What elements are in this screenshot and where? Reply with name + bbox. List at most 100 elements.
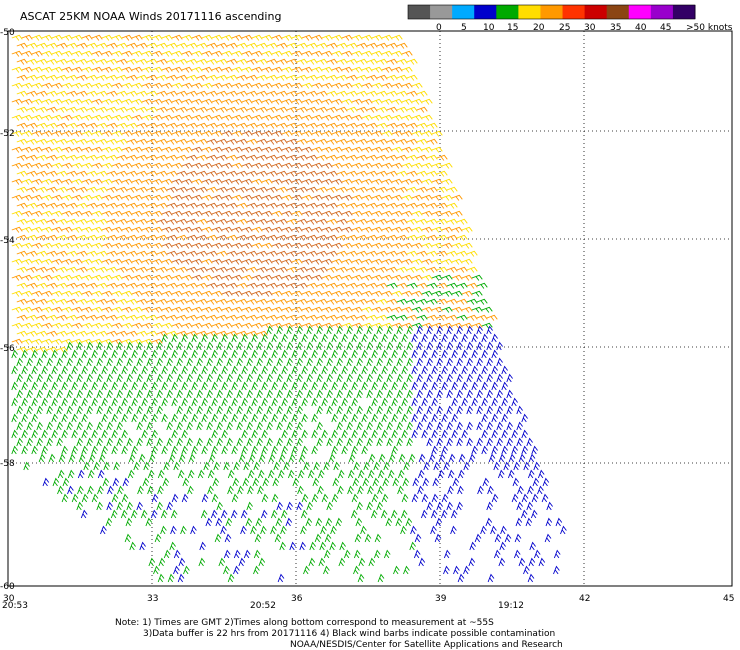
wind-barb xyxy=(201,146,213,153)
wind-barb xyxy=(141,162,153,169)
wind-barb xyxy=(491,445,498,455)
wind-barb xyxy=(401,194,413,201)
wind-barb xyxy=(122,477,130,487)
wind-barb xyxy=(146,250,158,257)
wind-barb xyxy=(261,493,269,503)
wind-barb xyxy=(201,162,213,169)
wind-barb xyxy=(91,146,103,153)
wind-barb xyxy=(186,341,193,351)
wind-barb xyxy=(396,58,408,65)
wind-barb xyxy=(376,218,388,225)
wind-barb xyxy=(21,114,33,121)
wind-barb xyxy=(346,298,358,305)
wind-barb xyxy=(116,298,128,305)
wind-barb xyxy=(226,298,238,305)
wind-barb xyxy=(487,573,495,583)
wind-barb xyxy=(476,437,483,447)
wind-barb xyxy=(86,90,98,97)
lon-label: 45 xyxy=(723,594,734,604)
wind-barb xyxy=(461,349,468,359)
wind-barb xyxy=(291,66,303,73)
wind-barb xyxy=(106,122,118,129)
wind-barb xyxy=(341,333,348,343)
wind-barb xyxy=(146,266,158,273)
wind-barb xyxy=(232,477,240,487)
wind-barb xyxy=(376,282,388,289)
wind-barb xyxy=(36,298,48,305)
wind-barb xyxy=(71,66,83,73)
wind-barb xyxy=(311,146,323,153)
wind-barb xyxy=(41,34,53,41)
wind-barb xyxy=(426,154,438,161)
wind-barb xyxy=(448,453,456,463)
wind-barb xyxy=(171,445,178,455)
wind-barb xyxy=(441,242,453,249)
wind-barb xyxy=(356,42,368,49)
wind-barb xyxy=(146,138,158,145)
wind-barb xyxy=(121,274,133,281)
wind-barb xyxy=(311,445,318,455)
wind-barb xyxy=(36,282,48,289)
wind-barb xyxy=(86,122,98,129)
wind-barb xyxy=(215,517,223,527)
wind-barb xyxy=(380,509,388,519)
wind-barb xyxy=(101,274,113,281)
wind-barb xyxy=(96,250,108,257)
wind-barb xyxy=(141,322,153,329)
wind-barb xyxy=(41,290,53,297)
wind-barb xyxy=(236,314,248,321)
wind-barb xyxy=(236,357,243,367)
wind-barb xyxy=(436,437,443,447)
wind-barb xyxy=(146,298,158,305)
wind-barb xyxy=(236,42,248,49)
wind-barb xyxy=(396,218,408,225)
wind-barb xyxy=(81,242,93,249)
wind-barb xyxy=(131,397,138,407)
wind-barb xyxy=(391,381,398,391)
wind-barb xyxy=(395,517,403,527)
wind-barb xyxy=(376,341,383,351)
wind-barb xyxy=(321,397,328,407)
wind-barb xyxy=(261,210,273,217)
wind-barb xyxy=(311,194,323,201)
wind-barb xyxy=(381,34,393,41)
wind-barb xyxy=(176,266,188,273)
wind-barb xyxy=(271,226,283,233)
wind-barb xyxy=(81,322,93,329)
wind-barb xyxy=(466,250,478,257)
wind-barb xyxy=(146,122,158,129)
wind-barb xyxy=(206,106,218,113)
wind-barb xyxy=(296,218,308,225)
wind-barb xyxy=(91,98,103,105)
wind-barb xyxy=(463,565,470,575)
wind-barb xyxy=(498,453,506,463)
wind-barb xyxy=(391,333,398,343)
wind-barb xyxy=(356,170,368,177)
wind-barb xyxy=(66,74,78,81)
wind-barb xyxy=(321,98,333,105)
wind-barb xyxy=(341,274,353,281)
wind-barb xyxy=(36,42,48,49)
wind-barb xyxy=(316,325,323,335)
wind-barb xyxy=(306,218,318,225)
wind-barb xyxy=(196,42,208,49)
wind-barb xyxy=(226,74,238,81)
wind-barb xyxy=(201,178,213,185)
wind-barb xyxy=(111,194,123,201)
wind-barb xyxy=(238,453,246,463)
wind-barb xyxy=(16,202,28,209)
wind-barb xyxy=(443,565,450,575)
wind-barb xyxy=(321,114,333,121)
wind-barb xyxy=(276,154,288,161)
wind-barb xyxy=(98,453,106,463)
wind-barb xyxy=(126,154,138,161)
wind-barb xyxy=(266,389,273,399)
wind-barb xyxy=(326,298,338,305)
wind-barb xyxy=(41,258,53,265)
wind-barb xyxy=(176,122,188,129)
wind-barb xyxy=(41,178,53,185)
wind-barb xyxy=(434,533,442,543)
wind-barb xyxy=(366,202,378,209)
wind-barb xyxy=(341,226,353,233)
wind-barb xyxy=(156,437,163,447)
